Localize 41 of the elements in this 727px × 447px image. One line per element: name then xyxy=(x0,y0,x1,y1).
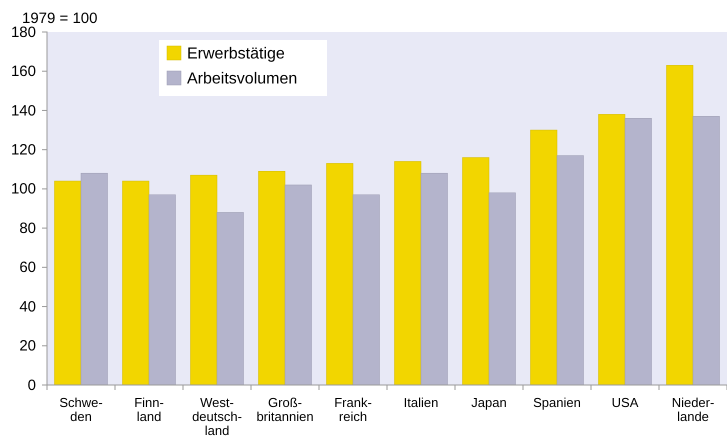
legend-label: Erwerbstätige xyxy=(187,46,285,62)
y-tick-label: 160 xyxy=(10,63,36,80)
x-tick-label: Nieder- lande xyxy=(672,395,714,424)
bar xyxy=(624,118,652,386)
bar xyxy=(216,212,244,386)
x-tick-label: USA xyxy=(612,395,639,410)
bar xyxy=(530,130,558,386)
y-tick-label: 60 xyxy=(19,259,36,276)
y-tick-label: 0 xyxy=(28,376,36,394)
x-tick-label: Japan xyxy=(471,395,507,410)
x-tick-label: Spanien xyxy=(533,395,581,410)
bar xyxy=(598,114,626,386)
x-tick-label: West- deutsch- land xyxy=(192,395,242,438)
legend-label: Arbeitsvolumen xyxy=(187,70,298,88)
bar xyxy=(80,172,108,386)
y-tick-label: 140 xyxy=(10,102,36,120)
bar xyxy=(190,174,218,386)
y-tick-label: 40 xyxy=(19,298,36,316)
x-tick-label: Italien xyxy=(404,395,438,410)
bar xyxy=(462,157,490,386)
bar xyxy=(420,172,448,386)
bar xyxy=(488,192,516,386)
bar xyxy=(258,170,286,386)
x-tick-label: Schwe- den xyxy=(59,395,103,424)
bar xyxy=(284,184,312,386)
bar xyxy=(122,180,150,386)
bar xyxy=(148,194,176,386)
x-tick-label: Finn- land xyxy=(134,395,164,424)
x-tick-label: Groß- britannien xyxy=(256,395,314,424)
y-tick-label: 100 xyxy=(10,180,36,198)
y-tick-label: 80 xyxy=(19,220,36,237)
bar xyxy=(326,163,354,386)
bar xyxy=(352,194,380,386)
bar xyxy=(394,161,422,386)
bar xyxy=(556,155,584,386)
bar xyxy=(692,116,720,386)
y-tick-label: 120 xyxy=(10,141,36,158)
bar xyxy=(54,180,82,386)
bar xyxy=(666,65,694,386)
y-tick-label: 20 xyxy=(19,338,36,355)
x-tick-label: Frank- reich xyxy=(334,395,372,424)
